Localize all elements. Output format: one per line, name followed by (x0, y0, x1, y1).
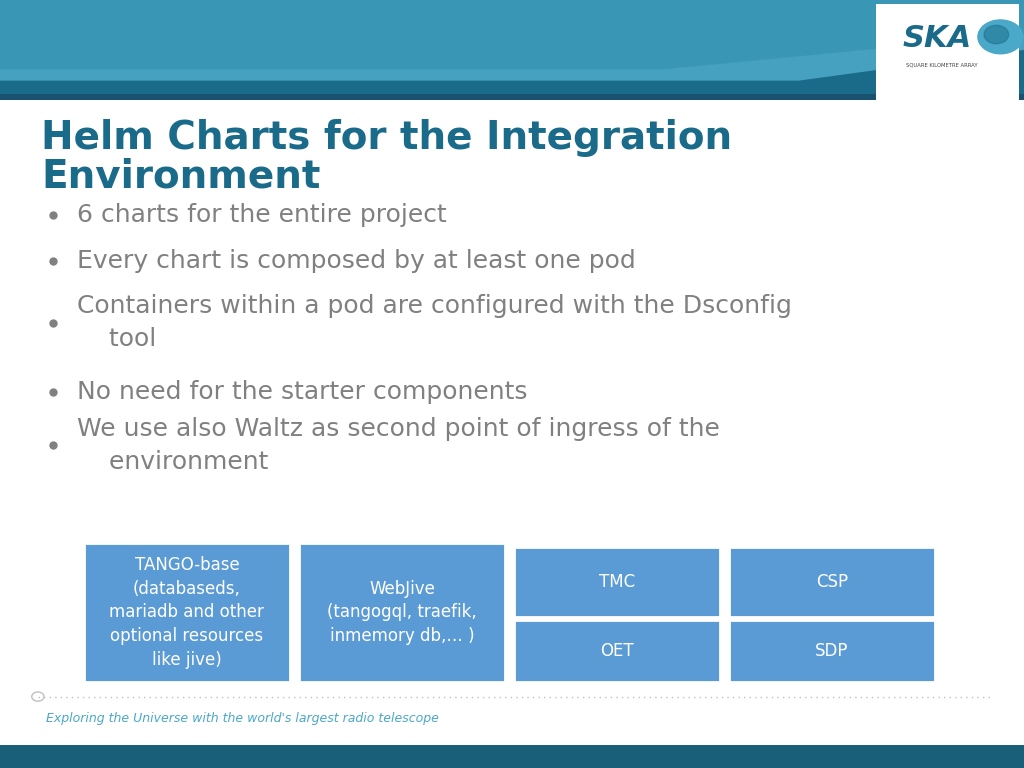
FancyBboxPatch shape (84, 543, 290, 682)
Text: SQUARE KILOMETRE ARRAY: SQUARE KILOMETRE ARRAY (906, 63, 978, 68)
FancyBboxPatch shape (514, 620, 720, 682)
Text: SDP: SDP (815, 642, 849, 660)
Polygon shape (0, 745, 1024, 768)
FancyBboxPatch shape (514, 547, 720, 617)
Text: Helm Charts for the Integration: Helm Charts for the Integration (41, 119, 732, 157)
Text: We use also Waltz as second point of ingress of the
    environment: We use also Waltz as second point of ing… (77, 417, 720, 474)
Text: Environment: Environment (41, 157, 321, 195)
Circle shape (978, 20, 1023, 54)
FancyBboxPatch shape (729, 620, 935, 682)
Text: TMC: TMC (599, 573, 635, 591)
Text: CSP: CSP (816, 573, 848, 591)
Text: 6 charts for the entire project: 6 charts for the entire project (77, 203, 446, 227)
Polygon shape (0, 0, 1024, 69)
FancyBboxPatch shape (299, 543, 505, 682)
Text: OET: OET (600, 642, 634, 660)
Text: Containers within a pod are configured with the Dsconfig
    tool: Containers within a pod are configured w… (77, 294, 792, 351)
Text: Every chart is composed by at least one pod: Every chart is composed by at least one … (77, 249, 636, 273)
Polygon shape (0, 0, 1024, 100)
Text: SKA: SKA (902, 24, 972, 53)
Circle shape (984, 25, 1009, 44)
Text: Exploring the Universe with the world's largest radio telescope: Exploring the Universe with the world's … (46, 712, 439, 725)
FancyBboxPatch shape (876, 4, 1019, 111)
Text: No need for the starter components: No need for the starter components (77, 379, 527, 404)
Polygon shape (0, 94, 1024, 100)
Text: WebJive
(tangogql, traefik,
inmemory db,… ): WebJive (tangogql, traefik, inmemory db,… (327, 580, 477, 645)
FancyBboxPatch shape (729, 547, 935, 617)
Text: TANGO-base
(databaseds,
mariadb and other
optional resources
like jive): TANGO-base (databaseds, mariadb and othe… (110, 556, 264, 669)
Polygon shape (0, 0, 1024, 81)
